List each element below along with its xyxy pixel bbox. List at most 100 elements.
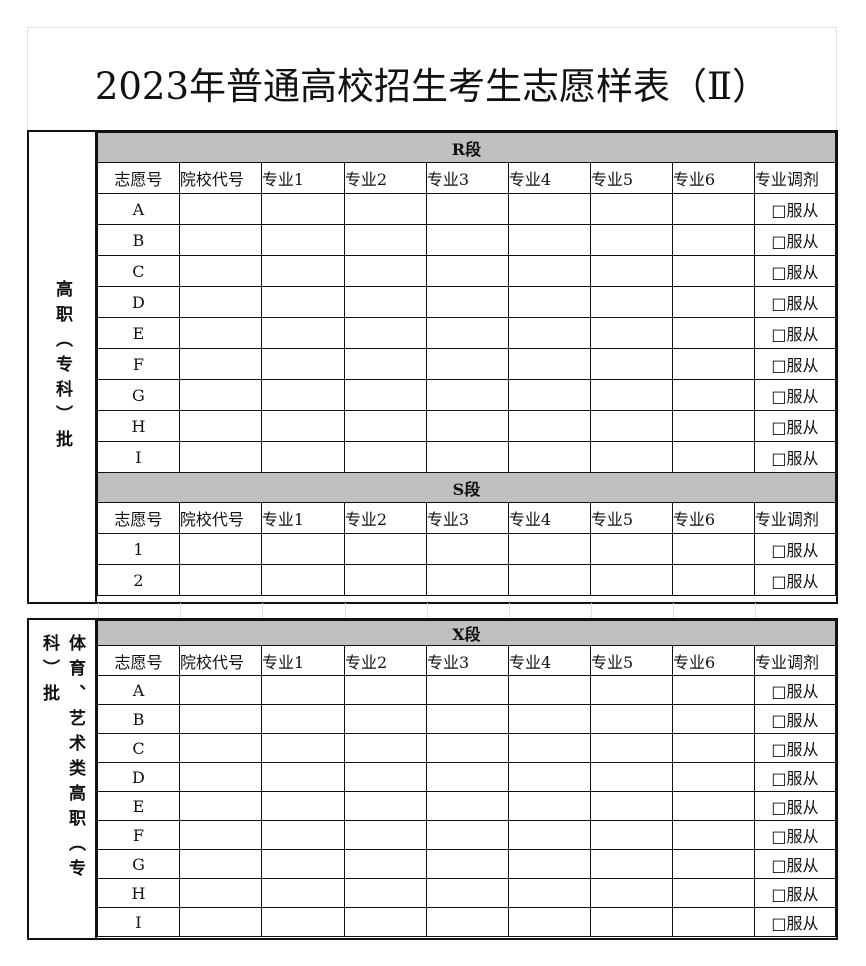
major-cell[interactable] xyxy=(425,193,509,225)
major-cell[interactable] xyxy=(343,286,427,318)
adjust-checkbox[interactable]: □服从 xyxy=(753,704,837,734)
major-cell[interactable] xyxy=(589,255,673,287)
major-cell[interactable] xyxy=(425,224,509,256)
major-cell[interactable] xyxy=(507,878,591,908)
major-cell[interactable] xyxy=(343,878,427,908)
major-cell[interactable] xyxy=(343,762,427,792)
major-cell[interactable] xyxy=(507,317,591,349)
major-cell[interactable] xyxy=(425,704,509,734)
major-cell[interactable] xyxy=(589,286,673,318)
major-cell[interactable] xyxy=(671,533,755,565)
major-cell[interactable] xyxy=(671,907,755,937)
adjust-checkbox[interactable]: □服从 xyxy=(753,255,837,287)
major-cell[interactable] xyxy=(260,224,345,256)
adjust-checkbox[interactable]: □服从 xyxy=(753,675,837,705)
major-cell[interactable] xyxy=(507,286,591,318)
major-cell[interactable] xyxy=(260,193,345,225)
major-cell[interactable] xyxy=(343,410,427,442)
major-cell[interactable] xyxy=(507,255,591,287)
major-cell[interactable] xyxy=(671,820,755,850)
adjust-checkbox[interactable]: □服从 xyxy=(753,907,837,937)
major-cell[interactable] xyxy=(671,193,755,225)
major-cell[interactable] xyxy=(425,849,509,879)
major-cell[interactable] xyxy=(343,379,427,411)
major-cell[interactable] xyxy=(260,849,345,879)
major-cell[interactable] xyxy=(425,441,509,473)
major-cell[interactable] xyxy=(507,762,591,792)
major-cell[interactable] xyxy=(589,762,673,792)
major-cell[interactable] xyxy=(260,317,345,349)
major-cell[interactable] xyxy=(343,849,427,879)
major-cell[interactable] xyxy=(260,791,345,821)
major-cell[interactable] xyxy=(343,733,427,763)
school-code-cell[interactable] xyxy=(178,193,262,225)
major-cell[interactable] xyxy=(343,193,427,225)
major-cell[interactable] xyxy=(671,791,755,821)
school-code-cell[interactable] xyxy=(178,704,262,734)
school-code-cell[interactable] xyxy=(178,533,262,565)
major-cell[interactable] xyxy=(507,441,591,473)
major-cell[interactable] xyxy=(343,704,427,734)
major-cell[interactable] xyxy=(671,762,755,792)
major-cell[interactable] xyxy=(343,441,427,473)
major-cell[interactable] xyxy=(260,255,345,287)
major-cell[interactable] xyxy=(343,907,427,937)
major-cell[interactable] xyxy=(671,224,755,256)
major-cell[interactable] xyxy=(589,733,673,763)
school-code-cell[interactable] xyxy=(178,675,262,705)
adjust-checkbox[interactable]: □服从 xyxy=(753,379,837,411)
major-cell[interactable] xyxy=(589,193,673,225)
major-cell[interactable] xyxy=(425,907,509,937)
major-cell[interactable] xyxy=(507,379,591,411)
major-cell[interactable] xyxy=(343,791,427,821)
adjust-checkbox[interactable]: □服从 xyxy=(753,441,837,473)
major-cell[interactable] xyxy=(671,286,755,318)
major-cell[interactable] xyxy=(671,317,755,349)
major-cell[interactable] xyxy=(260,286,345,318)
major-cell[interactable] xyxy=(260,564,345,596)
major-cell[interactable] xyxy=(671,733,755,763)
adjust-checkbox[interactable]: □服从 xyxy=(753,348,837,380)
major-cell[interactable] xyxy=(507,224,591,256)
major-cell[interactable] xyxy=(260,907,345,937)
adjust-checkbox[interactable]: □服从 xyxy=(753,878,837,908)
major-cell[interactable] xyxy=(425,878,509,908)
school-code-cell[interactable] xyxy=(178,317,262,349)
major-cell[interactable] xyxy=(343,564,427,596)
major-cell[interactable] xyxy=(260,675,345,705)
major-cell[interactable] xyxy=(671,410,755,442)
major-cell[interactable] xyxy=(507,791,591,821)
major-cell[interactable] xyxy=(260,704,345,734)
major-cell[interactable] xyxy=(425,410,509,442)
major-cell[interactable] xyxy=(260,733,345,763)
major-cell[interactable] xyxy=(425,762,509,792)
adjust-checkbox[interactable]: □服从 xyxy=(753,791,837,821)
major-cell[interactable] xyxy=(507,410,591,442)
major-cell[interactable] xyxy=(507,733,591,763)
major-cell[interactable] xyxy=(589,907,673,937)
major-cell[interactable] xyxy=(671,379,755,411)
major-cell[interactable] xyxy=(671,849,755,879)
school-code-cell[interactable] xyxy=(178,379,262,411)
major-cell[interactable] xyxy=(260,820,345,850)
major-cell[interactable] xyxy=(589,317,673,349)
major-cell[interactable] xyxy=(671,704,755,734)
major-cell[interactable] xyxy=(589,379,673,411)
major-cell[interactable] xyxy=(425,255,509,287)
major-cell[interactable] xyxy=(425,733,509,763)
major-cell[interactable] xyxy=(507,907,591,937)
school-code-cell[interactable] xyxy=(178,564,262,596)
school-code-cell[interactable] xyxy=(178,878,262,908)
major-cell[interactable] xyxy=(343,675,427,705)
major-cell[interactable] xyxy=(260,410,345,442)
major-cell[interactable] xyxy=(425,533,509,565)
adjust-checkbox[interactable]: □服从 xyxy=(753,286,837,318)
adjust-checkbox[interactable]: □服从 xyxy=(753,762,837,792)
major-cell[interactable] xyxy=(425,564,509,596)
major-cell[interactable] xyxy=(507,193,591,225)
major-cell[interactable] xyxy=(343,348,427,380)
major-cell[interactable] xyxy=(507,820,591,850)
major-cell[interactable] xyxy=(589,533,673,565)
school-code-cell[interactable] xyxy=(178,849,262,879)
major-cell[interactable] xyxy=(260,441,345,473)
